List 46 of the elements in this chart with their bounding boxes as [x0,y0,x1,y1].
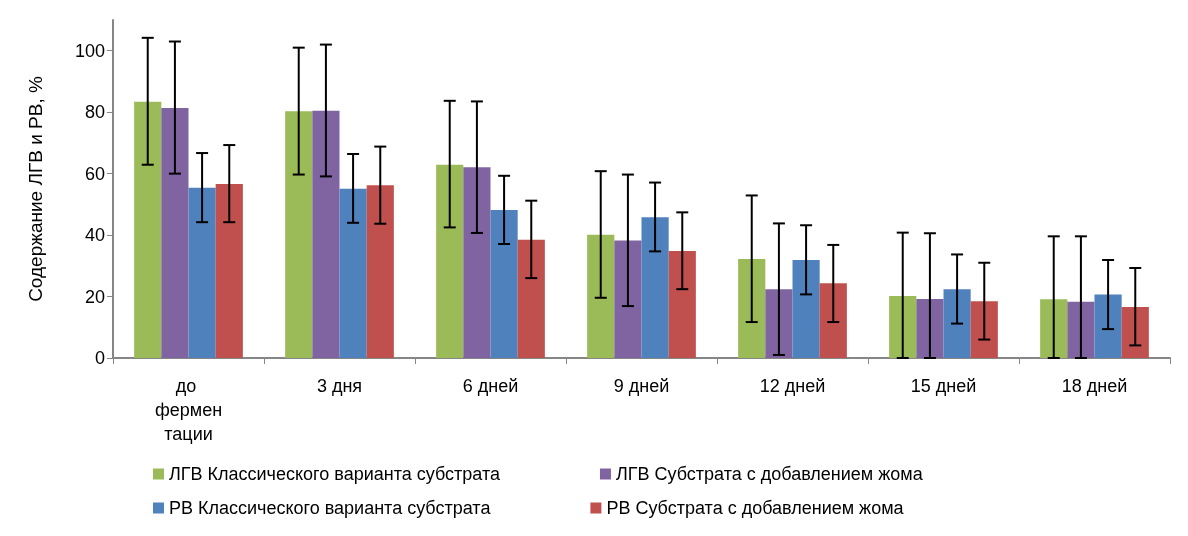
y-tick-label: 80 [84,102,105,123]
bar [215,184,243,358]
y-axis-title: Содержание ЛГВ и РВ, % [25,76,46,302]
bar [916,299,944,358]
bar [188,187,216,358]
bar [1067,301,1095,358]
bar [517,239,545,358]
y-tick-label: 0 [94,348,105,368]
bar [436,164,464,358]
legend-label: ЛГВ Классического варианта субстрата [169,464,501,484]
legend-label: ЛГВ Субстрата с добавлением жома [615,464,924,484]
x-tick-label: 3 дня [316,376,363,396]
bar [1121,306,1149,358]
bar [738,259,766,358]
bar [285,111,313,358]
bar [463,167,491,358]
legend-label: РВ Классического варианта субстрата [169,498,492,518]
bar [312,110,340,358]
x-tick-label: 12 дней [759,376,826,396]
bar [889,295,917,358]
bar [587,234,615,358]
y-tick-label: 100 [74,40,105,61]
bar [765,289,793,358]
bar [641,217,669,358]
bar [366,185,394,358]
x-tick-label: до ферментации [154,376,223,444]
x-tick-label: 9 дней [613,376,670,396]
y-tick-label: 60 [84,163,105,184]
x-tick-label: 15 дней [910,376,977,396]
x-tick-label: 6 дней [462,376,519,396]
legend-label: РВ Субстрата с добавлением жома [606,498,905,518]
bar [792,259,820,358]
bar [161,107,189,358]
bar [943,289,971,358]
bar [490,209,518,358]
bar [134,101,162,358]
bar [1040,299,1068,358]
y-tick-label: 20 [84,286,105,307]
bar [668,251,696,358]
bar [1094,294,1122,358]
bar [339,188,367,358]
y-tick-label: 40 [84,225,105,246]
bar [819,283,847,358]
x-tick-label: 18 дней [1061,376,1128,396]
bar [970,301,998,358]
bar [614,240,642,358]
